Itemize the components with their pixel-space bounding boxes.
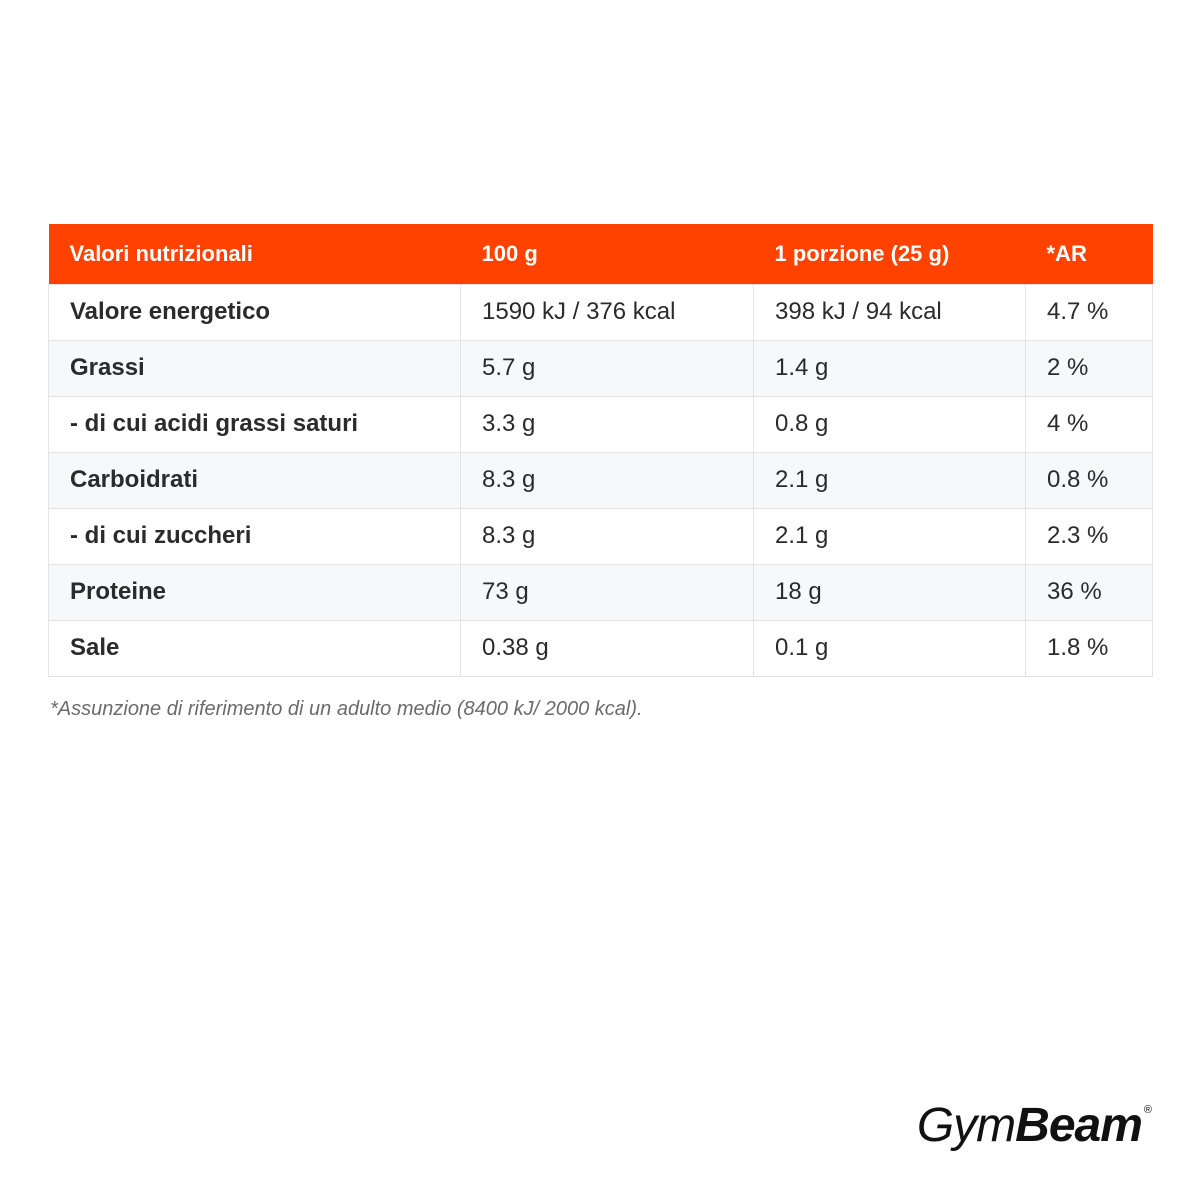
logo-text-beam: Beam [1015, 1099, 1143, 1152]
nutrition-table: Valori nutrizionali 100 g 1 porzione (25… [48, 224, 1153, 677]
cell-per-portion: 398 kJ / 94 kcal [753, 283, 1026, 341]
table-row: - di cui zuccheri 8.3 g 2.1 g 2.3 % [48, 507, 1153, 565]
cell-per-100g: 1590 kJ / 376 kcal [460, 283, 754, 341]
cell-per-100g: 3.3 g [460, 395, 754, 453]
row-label: - di cui acidi grassi saturi [48, 395, 461, 453]
cell-per-100g: 8.3 g [460, 451, 754, 509]
row-label: Carboidrati [48, 451, 461, 509]
header-per-portion: 1 porzione (25 g) [774, 240, 950, 266]
table-row: Sale 0.38 g 0.1 g 1.8 % [48, 619, 1153, 677]
cell-per-portion: 1.4 g [753, 339, 1026, 397]
header-per-100g: 100 g [481, 240, 538, 266]
cell-reference-intake: 1.8 % [1025, 619, 1153, 677]
header-reference-intake: *AR [1046, 240, 1087, 266]
row-label: Valore energetico [48, 283, 461, 341]
table-row: Grassi 5.7 g 1.4 g 2 % [48, 339, 1153, 397]
table-header-row: Valori nutrizionali 100 g 1 porzione (25… [48, 224, 1153, 284]
table-row: Valore energetico 1590 kJ / 376 kcal 398… [48, 283, 1153, 341]
cell-per-100g: 5.7 g [460, 339, 754, 397]
cell-per-portion: 2.1 g [753, 451, 1026, 509]
cell-per-100g: 0.38 g [460, 619, 754, 677]
cell-per-portion: 18 g [753, 563, 1026, 621]
cell-per-portion: 0.1 g [753, 619, 1026, 677]
registered-mark: ® [1143, 1104, 1152, 1116]
cell-reference-intake: 4 % [1025, 395, 1153, 453]
header-nutrient: Valori nutrizionali [69, 240, 253, 266]
reference-intake-footnote: *Assunzione di riferimento di un adulto … [50, 698, 643, 720]
cell-per-portion: 0.8 g [753, 395, 1026, 453]
cell-per-100g: 73 g [460, 563, 754, 621]
table-row: - di cui acidi grassi saturi 3.3 g 0.8 g… [48, 395, 1153, 453]
logo-text-gym: Gym [916, 1099, 1016, 1152]
gymbeam-logo: Gym Beam ® [917, 1098, 1152, 1153]
row-label: Sale [48, 619, 461, 677]
table-row: Proteine 73 g 18 g 36 % [48, 563, 1153, 621]
cell-reference-intake: 0.8 % [1025, 451, 1153, 509]
cell-reference-intake: 36 % [1025, 563, 1153, 621]
row-label: - di cui zuccheri [48, 507, 461, 565]
cell-reference-intake: 2 % [1025, 339, 1153, 397]
cell-reference-intake: 2.3 % [1025, 507, 1153, 565]
cell-per-portion: 2.1 g [753, 507, 1026, 565]
row-label: Proteine [48, 563, 461, 621]
row-label: Grassi [48, 339, 461, 397]
table-row: Carboidrati 8.3 g 2.1 g 0.8 % [48, 451, 1153, 509]
cell-reference-intake: 4.7 % [1025, 283, 1153, 341]
cell-per-100g: 8.3 g [460, 507, 754, 565]
